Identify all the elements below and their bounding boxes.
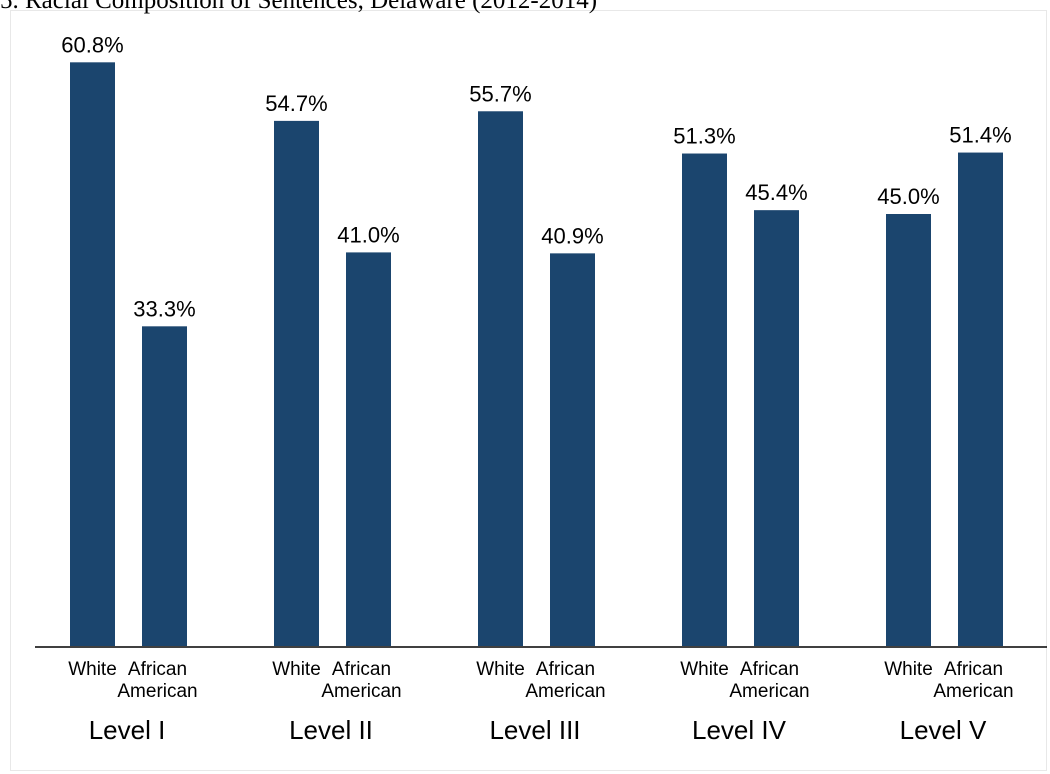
group-label: Level IV: [692, 715, 787, 745]
tick-label-american: American: [117, 681, 197, 702]
tick-label-american: American: [729, 681, 809, 702]
tick-label-african: African: [128, 659, 187, 680]
tick-label-american: American: [933, 681, 1013, 702]
data-label: 45.0%: [877, 184, 939, 209]
tick-label-white: White: [68, 659, 117, 680]
data-label: 45.4%: [745, 180, 807, 205]
tick-label-american: American: [525, 681, 605, 702]
bar-african-american-4: [754, 210, 799, 646]
data-label: 51.3%: [673, 124, 735, 149]
group-label: Level V: [900, 715, 987, 745]
chart-title: 5. Racial Composition of Sentences, Dela…: [0, 0, 598, 14]
bar-white-3: [478, 111, 523, 646]
tick-label-white: White: [884, 659, 933, 680]
data-label: 55.7%: [469, 81, 531, 106]
data-label: 40.9%: [541, 223, 603, 248]
bar-white-1: [70, 62, 115, 646]
bar-african-american-2: [346, 252, 391, 646]
bar-african-american-1: [142, 326, 187, 646]
group-label: Level I: [89, 715, 166, 745]
data-label: 33.3%: [133, 296, 195, 321]
tick-label-african: African: [740, 659, 799, 680]
chart-frame: [10, 10, 1047, 771]
data-label: 60.8%: [61, 32, 123, 57]
bar-white-4: [682, 153, 727, 646]
bar-white-2: [274, 120, 319, 646]
tick-label-african: African: [944, 659, 1003, 680]
tick-label-white: White: [476, 659, 525, 680]
bar-white-5: [886, 214, 931, 646]
bar-african-american-3: [550, 253, 595, 647]
tick-label-white: White: [680, 659, 729, 680]
data-label: 51.4%: [949, 123, 1011, 148]
tick-label-american: American: [321, 681, 401, 702]
tick-label-african: African: [332, 659, 391, 680]
tick-label-african: African: [536, 659, 595, 680]
tick-label-white: White: [272, 659, 321, 680]
group-label: Level III: [489, 715, 580, 745]
data-label: 41.0%: [337, 222, 399, 247]
data-label: 54.7%: [265, 91, 327, 116]
bar-african-american-5: [958, 152, 1003, 646]
group-label: Level II: [289, 715, 373, 745]
